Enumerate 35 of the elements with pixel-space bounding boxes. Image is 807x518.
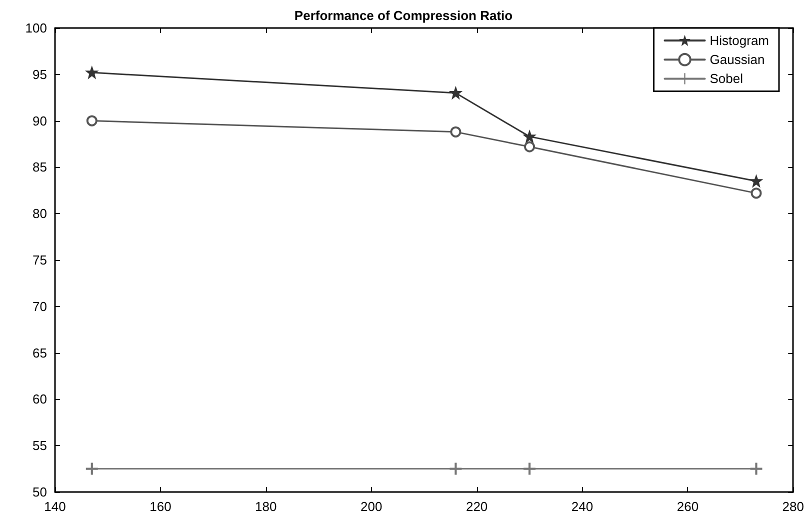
y-tick-label: 60 [32,392,47,407]
point [450,126,462,138]
point [524,141,536,152]
x-tick-label: 260 [676,499,699,514]
x-tick-label: 220 [466,499,488,514]
point [450,462,462,475]
point [750,462,762,475]
y-tick-label: 95 [32,66,47,82]
legend-label: Sobel [710,71,744,86]
point [450,86,462,99]
y-tick-label: 55 [32,438,47,454]
point [524,462,536,475]
legend-label: Gaussian [710,52,765,68]
x-tick-label: 140 [44,499,66,514]
y-tick-label: 100 [25,20,47,36]
point [86,462,98,475]
x-tick-label: 240 [571,499,594,514]
y-tick-label: 80 [32,206,47,222]
point [524,130,536,143]
chart-title: Performance of Compression Ratio [294,8,513,23]
y-tick-label: 70 [32,298,47,314]
x-tick-label: 180 [255,499,277,514]
y-tick-label: 75 [32,252,47,268]
y-tick-label: 50 [32,484,47,500]
y-tick-label: 90 [32,113,47,128]
x-tick-label: 200 [360,499,382,514]
legend-label: Histogram [710,33,770,48]
x-tick-label: 160 [150,499,172,514]
point [86,115,98,126]
y-tick-label: 65 [32,345,47,360]
point [750,175,762,188]
point [86,66,98,79]
point [750,188,762,199]
y-tick-label: 85 [32,160,47,175]
x-tick-label: 280 [782,499,804,514]
